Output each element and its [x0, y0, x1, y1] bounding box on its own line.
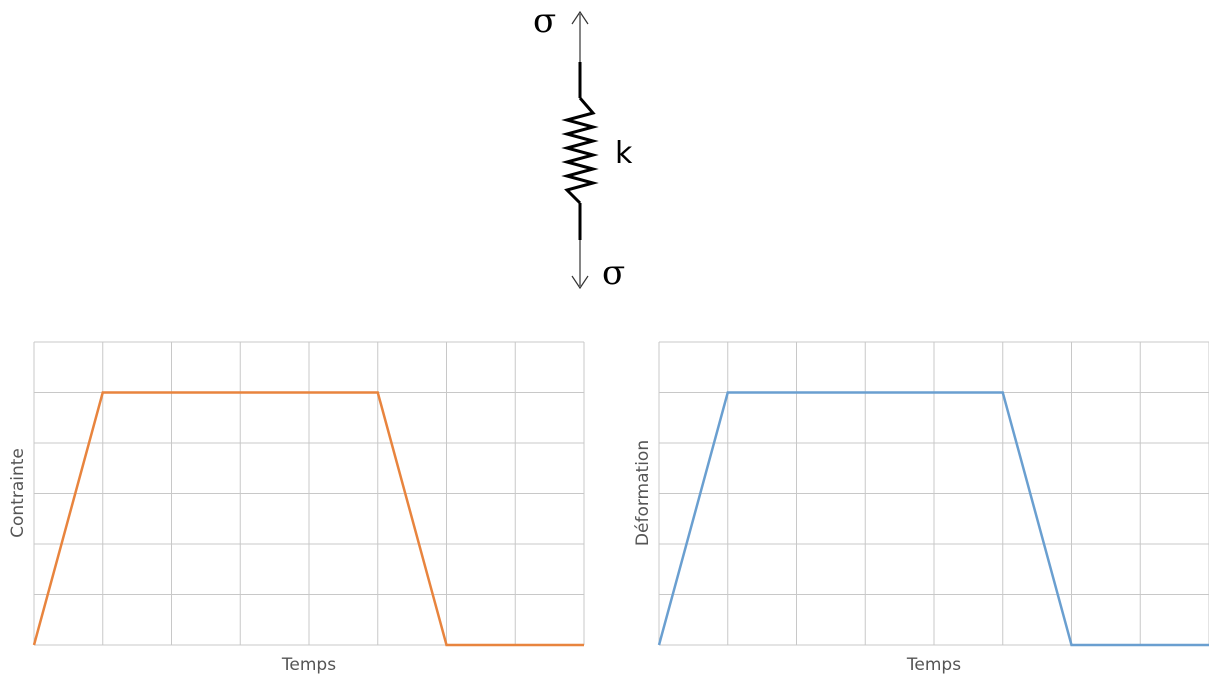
strain-chart-ylabel: Déformation: [633, 440, 653, 546]
strain-series-line: [657, 391, 1209, 647]
spring-coil: [561, 97, 599, 205]
stress-chart-xlabel: Temps: [281, 655, 336, 675]
strain-chart-grid: [658, 341, 1209, 646]
strain-chart-xlabel: Temps: [906, 655, 961, 675]
stress-chart: Temps Contrainte: [8, 341, 585, 675]
strain-chart: Temps Déformation: [633, 341, 1209, 675]
stress-label-bottom: σ: [602, 253, 625, 293]
stress-series-line: [32, 391, 584, 647]
spring-diagram: σ k σ: [533, 1, 633, 293]
stress-chart-ylabel: Contrainte: [8, 448, 28, 538]
arrow-down-head: [571, 275, 589, 290]
arrow-up-head: [571, 10, 589, 25]
spring-constant-label: k: [615, 136, 633, 171]
stress-chart-grid: [33, 341, 585, 646]
stress-label-top: σ: [533, 1, 556, 41]
